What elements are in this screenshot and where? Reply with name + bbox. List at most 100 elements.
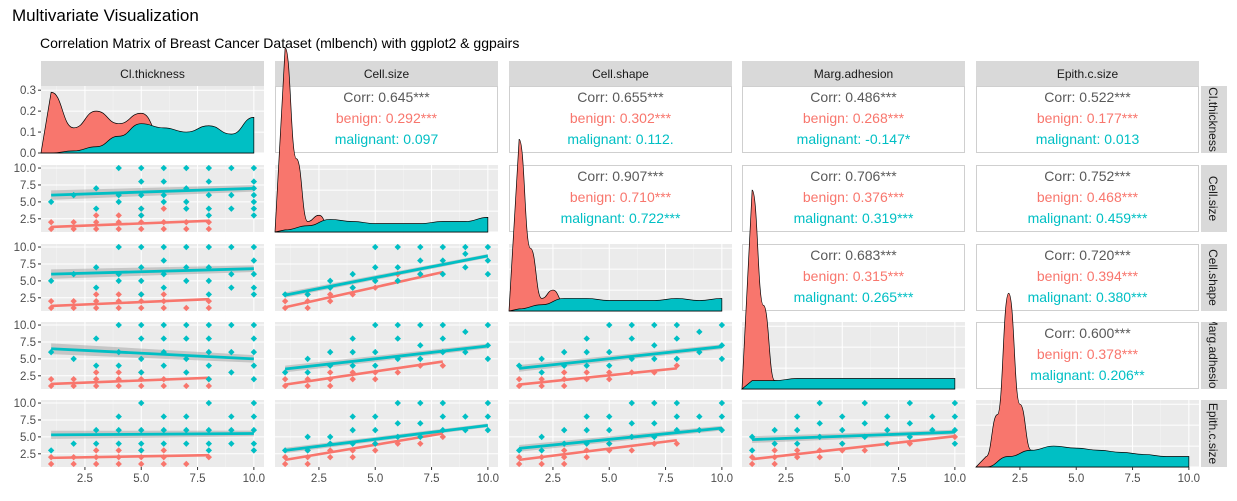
- scatter-point-malignant: [372, 413, 379, 420]
- x-tick-label: 5.0: [133, 473, 149, 485]
- scatter-point-malignant: [538, 369, 545, 376]
- scatter-point-malignant: [462, 250, 469, 258]
- panel-bg-1-0: [41, 165, 264, 232]
- scatter-point-malignant: [183, 198, 190, 206]
- scatter-point-malignant: [160, 198, 167, 206]
- scatter-point-malignant: [696, 413, 703, 420]
- y-tick-label: 2.5: [20, 214, 36, 226]
- scatter-point-malignant: [628, 420, 635, 427]
- scatter-point-malignant: [115, 413, 122, 420]
- corr-overall-0-1: Corr: 0.645***: [343, 89, 430, 105]
- scatter-point-benign: [115, 218, 122, 226]
- scatter-point-malignant: [439, 321, 447, 329]
- scatter-point-malignant: [205, 178, 213, 185]
- scatter-point-malignant: [884, 426, 891, 434]
- scatter-point-benign: [115, 460, 122, 468]
- scatter-point-malignant: [673, 355, 681, 363]
- y-tick-label: 10.0: [14, 320, 36, 332]
- scatter-point-malignant: [205, 447, 213, 454]
- scatter-point-malignant: [183, 335, 190, 342]
- scatter-point-benign: [92, 212, 100, 219]
- smooth-line-benign: [519, 367, 677, 386]
- scatter-point-benign: [281, 375, 289, 383]
- y-tick-label: 7.5: [20, 415, 36, 427]
- scatter-point-malignant: [115, 277, 122, 285]
- scatter-point-benign: [138, 225, 145, 233]
- scatter-point-benign: [326, 369, 334, 376]
- scatter-point-malignant: [228, 243, 235, 251]
- scatter-point-malignant: [250, 291, 258, 298]
- chart-subtitle: Correlation Matrix of Breast Cancer Data…: [40, 35, 520, 51]
- right-strip-label-group-1: Cell.size: [1206, 176, 1220, 222]
- top-strip-0: [41, 61, 264, 86]
- scatter-point-malignant: [394, 243, 401, 251]
- scatter-point-malignant: [250, 362, 258, 369]
- scatter-point-benign: [326, 382, 334, 390]
- scatter-point-benign: [183, 382, 190, 390]
- scatter-point-malignant: [439, 257, 447, 264]
- scatter-point-benign: [115, 304, 122, 312]
- scatter-point-benign: [951, 433, 959, 441]
- scatter-point-malignant: [484, 257, 492, 264]
- scatter-point-benign: [771, 453, 778, 461]
- scatter-point-malignant: [138, 264, 145, 271]
- corr-benign-0-2: benign: 0.302***: [570, 110, 672, 126]
- scatter-point-benign: [205, 225, 213, 233]
- scatter-point-malignant: [651, 420, 658, 427]
- right-strip-0: [1201, 86, 1227, 153]
- top-strip-label-4: Epith.c.size: [1057, 67, 1119, 81]
- scatter-point-malignant: [205, 321, 213, 329]
- scatter-point-benign: [281, 453, 289, 461]
- scatter-point-benign: [183, 218, 190, 226]
- y-tick-label: 10.0: [14, 242, 36, 254]
- scatter-point-malignant: [228, 205, 235, 212]
- scatter-point-benign: [326, 447, 334, 454]
- scatter-point-benign: [349, 369, 356, 376]
- scatter-point-malignant: [228, 270, 235, 278]
- y-tick-label: 0.2: [20, 106, 36, 118]
- scatter-point-malignant: [160, 426, 167, 434]
- scatter-point-malignant: [205, 375, 213, 383]
- scatter-point-benign: [160, 218, 167, 226]
- corr-panel-0-1: [275, 86, 498, 153]
- scatter-point-malignant: [929, 413, 936, 420]
- scatter-point-malignant: [484, 270, 492, 278]
- scatter-point-benign: [538, 382, 545, 390]
- scatter-point-malignant: [205, 440, 213, 447]
- right-strip-label-group-4: Epith.c.size: [1206, 403, 1220, 465]
- scatter-point-benign: [606, 369, 613, 376]
- scatter-point-malignant: [439, 413, 447, 420]
- scatter-point-malignant: [183, 264, 190, 271]
- scatter-point-benign: [47, 375, 55, 383]
- scatter-point-malignant: [183, 426, 190, 434]
- x-tick-label: 2.5: [1012, 473, 1028, 485]
- panel-bg-3-1: [275, 322, 498, 389]
- scatter-point-malignant: [484, 243, 492, 251]
- corr-malignant-3-4: malignant: 0.206**: [1030, 367, 1145, 383]
- scatter-point-malignant: [250, 257, 258, 264]
- x-tick-label: 10.0: [1178, 473, 1200, 485]
- x-tick-label: 7.5: [1125, 473, 1141, 485]
- scatter-point-malignant: [538, 355, 545, 363]
- scatter-point-benign: [861, 447, 868, 454]
- scatter-point-benign: [205, 382, 213, 390]
- scatter-point-malignant: [205, 205, 213, 212]
- scatter-point-malignant: [47, 447, 55, 454]
- smooth-line-malignant: [284, 254, 489, 297]
- scatter-point-malignant: [583, 335, 590, 342]
- corr-benign-3-4: benign: 0.378***: [1037, 346, 1139, 362]
- x-tick-label: 7.5: [190, 473, 206, 485]
- scatter-point-malignant: [92, 185, 100, 192]
- scatter-point-malignant: [115, 164, 122, 172]
- scatter-point-malignant: [250, 413, 258, 420]
- scatter-point-malignant: [138, 447, 145, 454]
- scatter-point-benign: [70, 297, 77, 305]
- scatter-point-malignant: [92, 426, 100, 434]
- scatter-point-malignant: [583, 413, 590, 420]
- scatter-point-benign: [281, 304, 289, 312]
- y-tick-label: 2.5: [20, 449, 36, 461]
- scatter-point-malignant: [250, 348, 258, 356]
- scatter-point-malignant: [250, 375, 258, 383]
- smooth-line-benign: [51, 376, 209, 386]
- smooth-line-malignant: [518, 345, 723, 370]
